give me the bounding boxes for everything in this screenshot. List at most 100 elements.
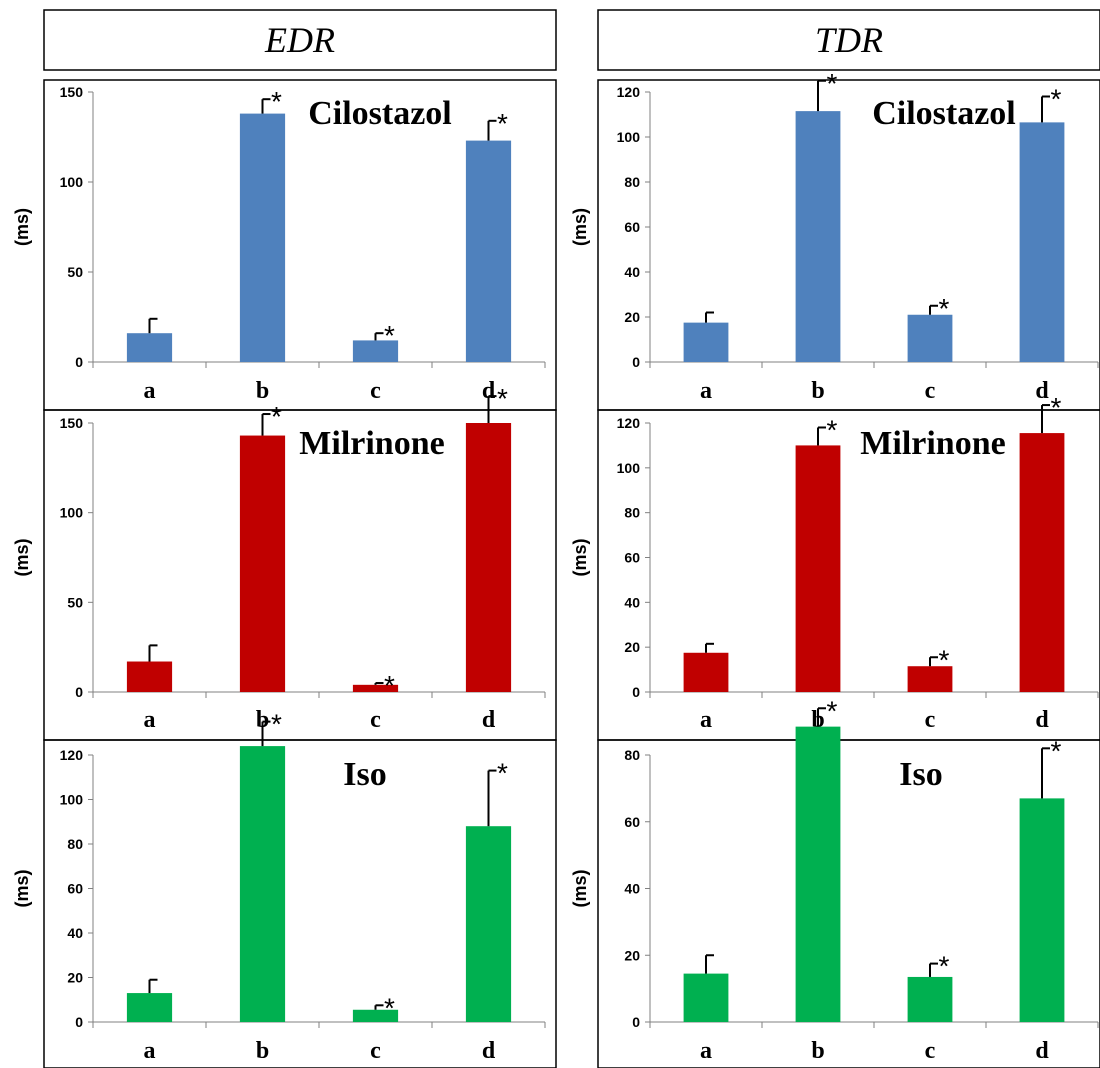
y-axis-label: (ms) (570, 538, 590, 576)
y-tick-label: 0 (632, 354, 640, 370)
significance-star: * (497, 758, 508, 789)
y-tick-label: 40 (624, 881, 640, 897)
header-tdr: TDR (815, 20, 883, 60)
y-tick-label: 100 (60, 792, 84, 808)
y-tick-label: 120 (617, 84, 641, 100)
bar-b (240, 436, 285, 692)
y-tick-label: 100 (617, 129, 641, 145)
y-tick-label: 150 (60, 84, 84, 100)
category-label: c (925, 1038, 936, 1064)
bar-a (127, 662, 172, 692)
bar-b (796, 111, 841, 362)
significance-star: * (271, 401, 282, 432)
category-label: a (144, 378, 156, 404)
category-label: b (256, 1038, 269, 1064)
category-label: d (482, 707, 496, 733)
y-tick-label: 150 (60, 415, 84, 431)
significance-star: * (939, 644, 950, 675)
category-label: c (370, 1038, 381, 1064)
y-tick-label: 120 (60, 747, 84, 763)
y-axis-label: (ms) (12, 538, 32, 576)
significance-star: * (1051, 735, 1062, 766)
category-label: c (925, 378, 936, 404)
drug-label: Milrinone (299, 425, 444, 462)
y-tick-label: 0 (632, 684, 640, 700)
y-tick-label: 60 (624, 550, 640, 566)
y-tick-label: 60 (67, 881, 83, 897)
category-label: d (1035, 1038, 1049, 1064)
y-tick-label: 0 (75, 354, 83, 370)
bar-d (466, 423, 511, 692)
y-tick-label: 20 (624, 947, 640, 963)
bar-a (127, 333, 172, 362)
category-label: a (700, 378, 712, 404)
significance-star: * (271, 709, 282, 740)
y-tick-label: 100 (617, 460, 641, 476)
significance-star: * (497, 383, 508, 414)
chart-panels: 050100150(ms)a*b*c*dCilostazol0204060801… (12, 68, 1100, 1068)
y-tick-label: 40 (67, 925, 83, 941)
y-tick-label: 20 (624, 639, 640, 655)
bar-b (796, 445, 841, 692)
bar-d (1020, 433, 1065, 692)
y-tick-label: 20 (624, 309, 640, 325)
category-label: a (144, 1038, 156, 1064)
y-tick-label: 0 (75, 1014, 83, 1030)
y-tick-label: 40 (624, 594, 640, 610)
y-tick-label: 100 (60, 174, 84, 190)
header-edr: EDR (264, 20, 335, 60)
bar-a (684, 323, 729, 362)
category-label: c (925, 707, 936, 733)
bar-a (684, 974, 729, 1022)
y-tick-label: 50 (67, 594, 83, 610)
significance-star: * (827, 695, 838, 726)
bar-d (1020, 122, 1065, 362)
y-tick-label: 120 (617, 415, 641, 431)
y-axis-label: (ms) (12, 869, 32, 907)
drug-label: Milrinone (860, 425, 1005, 462)
y-tick-label: 60 (624, 814, 640, 830)
drug-label: Iso (899, 756, 942, 793)
significance-star: * (939, 293, 950, 324)
drug-label: Iso (343, 756, 386, 793)
significance-star: * (1051, 392, 1062, 423)
y-axis-label: (ms) (570, 208, 590, 246)
bar-b (240, 114, 285, 362)
significance-star: * (1051, 84, 1062, 115)
category-label: b (256, 378, 269, 404)
y-tick-label: 80 (624, 174, 640, 190)
y-tick-label: 80 (624, 505, 640, 521)
drug-label: Cilostazol (308, 95, 452, 132)
category-label: a (700, 707, 712, 733)
y-tick-label: 100 (60, 505, 84, 521)
bar-d (466, 826, 511, 1022)
y-tick-label: 80 (624, 747, 640, 763)
y-tick-label: 40 (624, 264, 640, 280)
y-tick-label: 20 (67, 970, 83, 986)
significance-star: * (827, 68, 838, 99)
y-tick-label: 0 (632, 1014, 640, 1030)
y-tick-label: 80 (67, 836, 83, 852)
category-label: d (1035, 707, 1049, 733)
significance-star: * (271, 86, 282, 117)
y-tick-label: 50 (67, 264, 83, 280)
bar-d (1020, 798, 1065, 1022)
significance-star: * (827, 414, 838, 445)
y-axis-label: (ms) (570, 869, 590, 907)
bar-d (466, 141, 511, 362)
y-tick-label: 0 (75, 684, 83, 700)
category-label: d (1035, 378, 1049, 404)
significance-star: * (384, 670, 395, 701)
category-label: b (811, 378, 824, 404)
category-label: a (144, 707, 156, 733)
y-tick-label: 60 (624, 219, 640, 235)
bar-c (908, 977, 953, 1022)
bar-b (796, 727, 841, 1022)
category-label: c (370, 707, 381, 733)
